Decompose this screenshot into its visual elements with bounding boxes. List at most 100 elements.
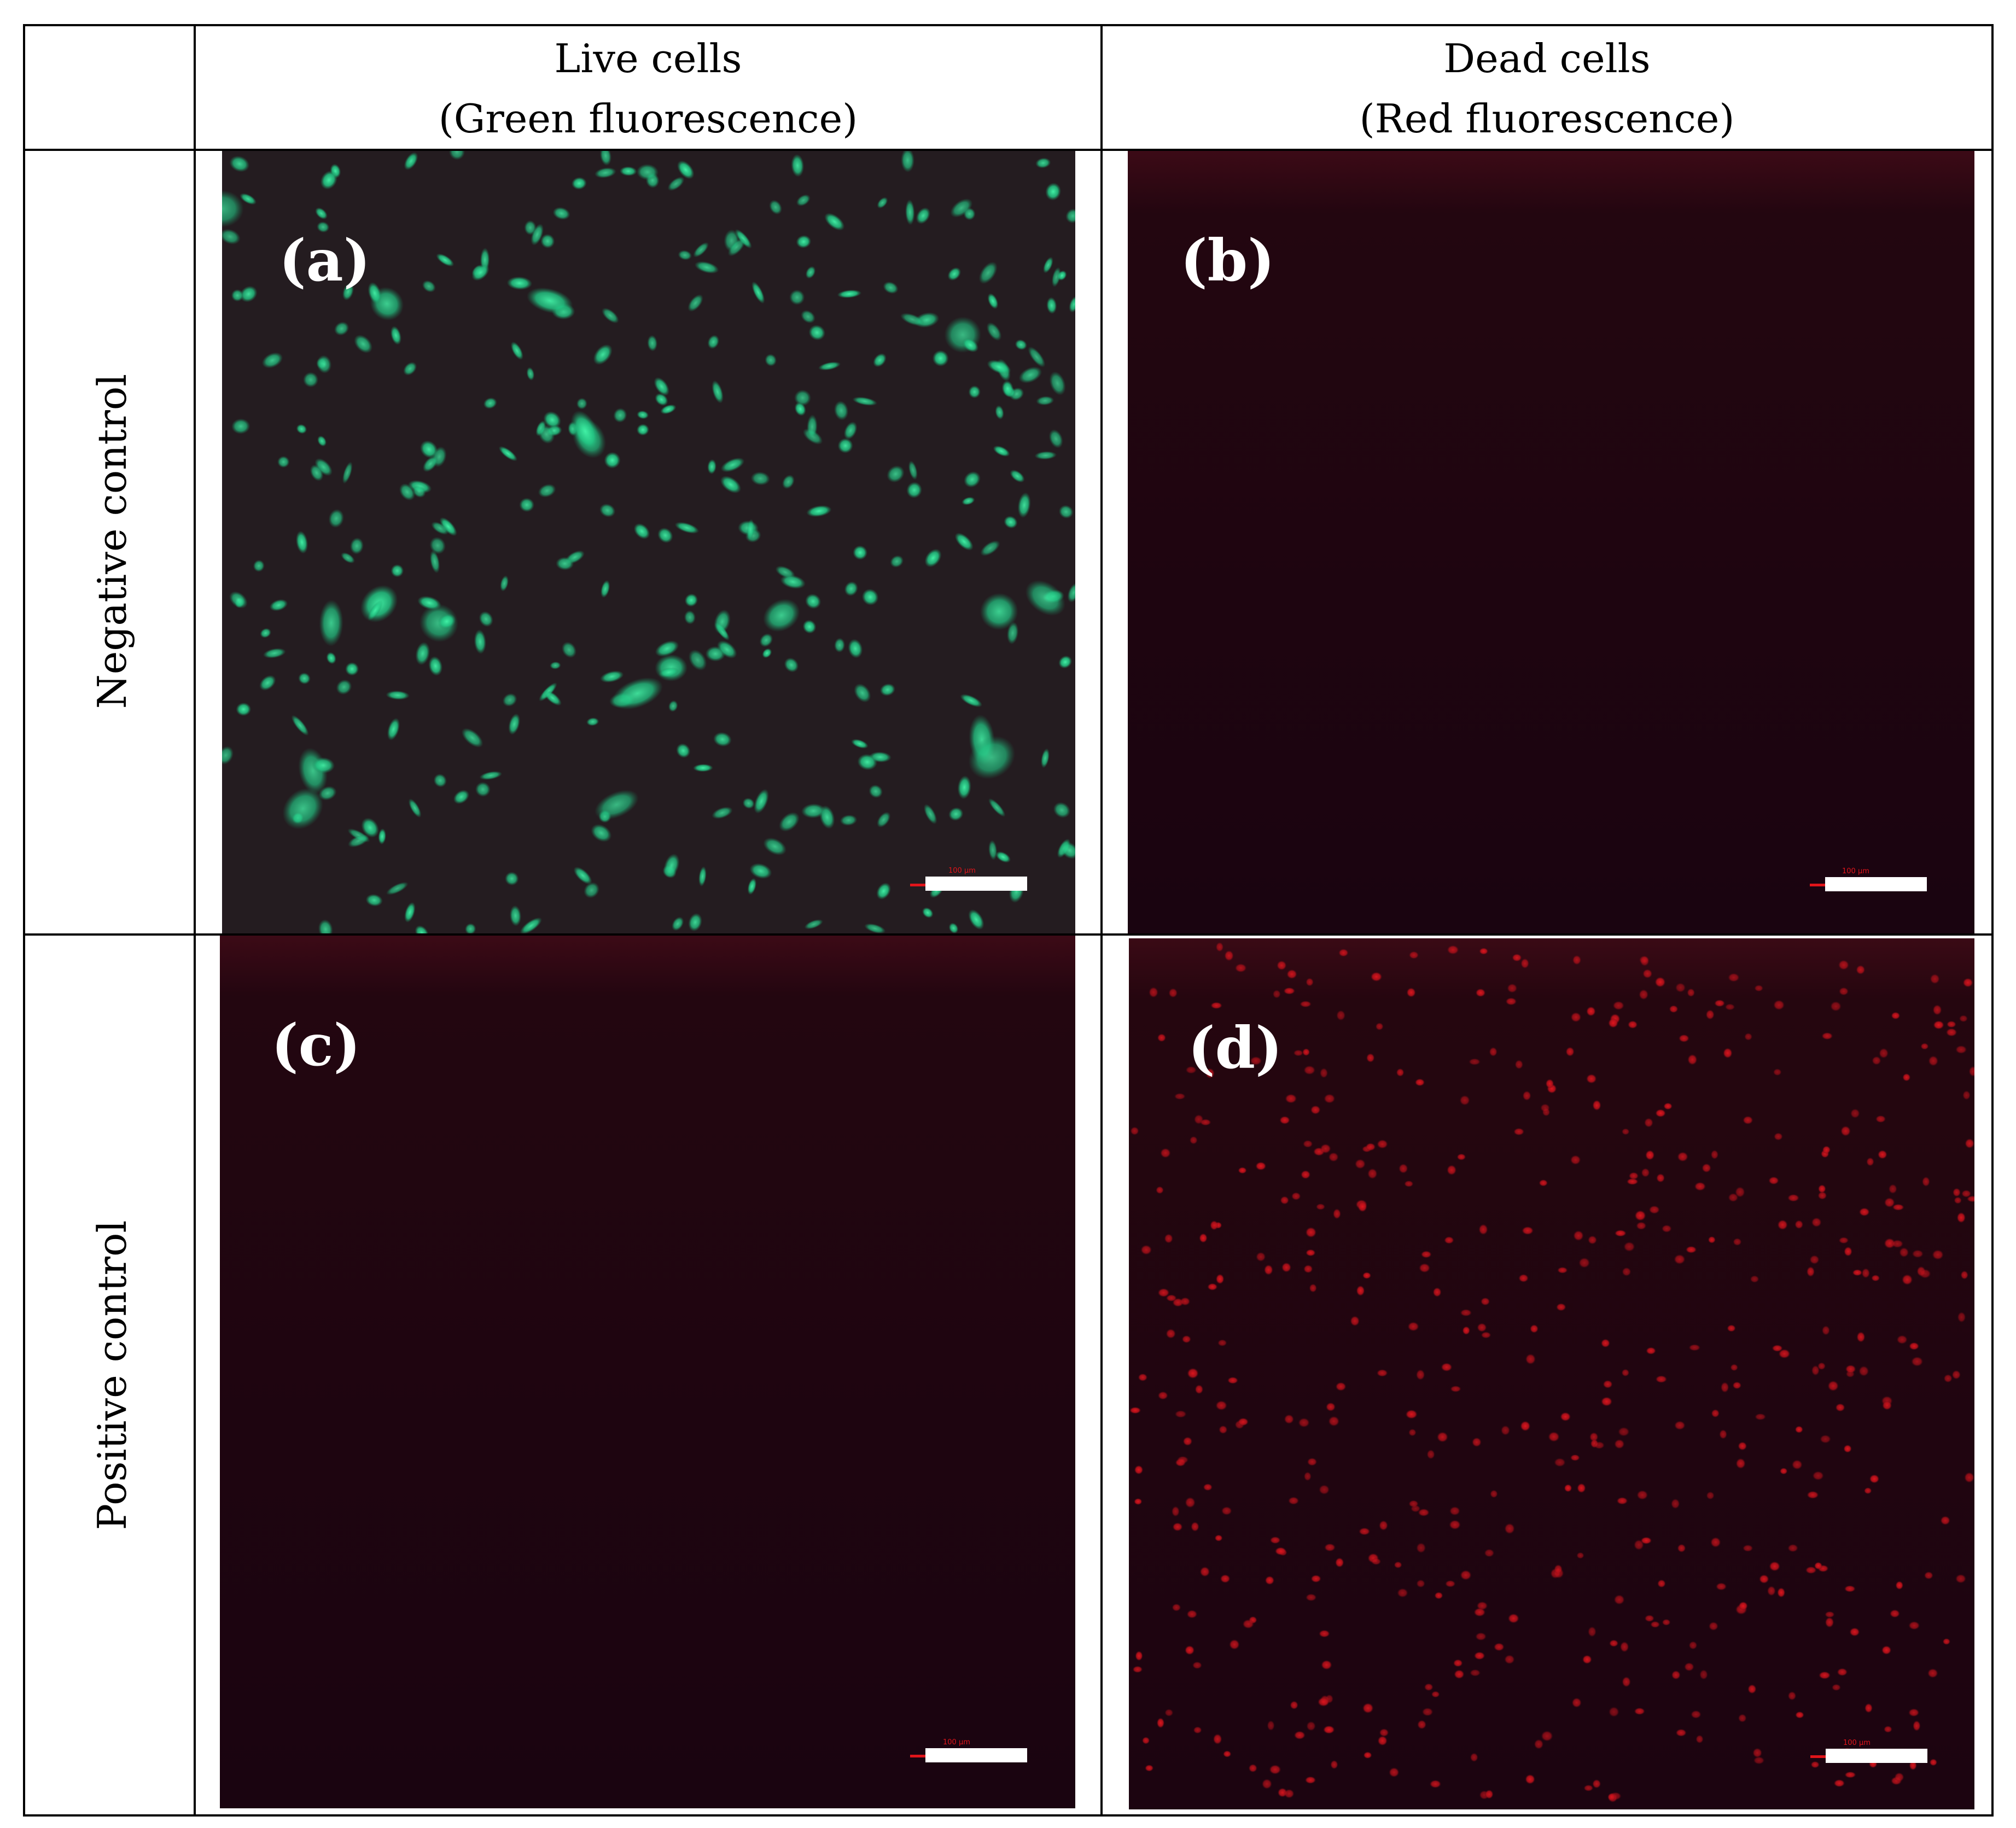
live-cell — [890, 555, 904, 568]
live-cell — [796, 235, 812, 249]
column-header-dead-line2: (Red fluorescence) — [1359, 96, 1735, 142]
live-cell — [806, 505, 832, 517]
dead-cell — [1626, 1178, 1639, 1185]
dead-cell — [1284, 1789, 1295, 1798]
dead-cell — [1769, 1561, 1780, 1572]
live-cell — [663, 854, 680, 878]
live-cell — [531, 223, 544, 246]
dead-cell — [1134, 1465, 1144, 1475]
live-cell — [404, 152, 418, 170]
dead-cell — [1336, 1010, 1345, 1021]
dead-cell — [1750, 1275, 1759, 1283]
live-cell — [854, 683, 871, 703]
dead-cell — [1891, 1012, 1901, 1020]
live-cell — [1010, 469, 1025, 483]
dead-cell — [1554, 1458, 1566, 1467]
dead-cell — [1203, 1484, 1213, 1491]
dead-cell — [1662, 1619, 1671, 1626]
live-cell — [1035, 157, 1051, 168]
dead-cell — [1248, 1763, 1257, 1773]
dead-cell — [1460, 1309, 1472, 1317]
dead-cell — [1817, 1191, 1827, 1200]
dead-cell — [1807, 1491, 1819, 1499]
dead-cell — [1619, 1641, 1629, 1652]
dead-cell — [1716, 1582, 1727, 1591]
dead-cell — [1879, 1048, 1889, 1059]
dead-cell — [1215, 1400, 1227, 1411]
live-cell — [657, 527, 673, 544]
dead-cell — [1323, 1725, 1335, 1734]
dead-cell — [1434, 1592, 1443, 1599]
live-cell — [763, 599, 800, 632]
live-cell — [986, 322, 1002, 341]
live-cell — [584, 882, 600, 898]
dead-cell — [1709, 1621, 1718, 1631]
live-cell — [712, 807, 733, 819]
dead-cell — [1145, 1765, 1154, 1772]
dead-cell — [1394, 1561, 1402, 1569]
dead-cell — [1210, 1220, 1219, 1230]
live-cell — [1069, 296, 1075, 313]
dead-cell — [1174, 1410, 1187, 1418]
dead-cell — [1677, 1152, 1688, 1162]
panel-d-image — [1129, 938, 1974, 1809]
dead-cell — [1481, 1331, 1491, 1339]
live-cell — [506, 276, 533, 290]
dead-cell — [1219, 1425, 1228, 1434]
live-cell — [1017, 492, 1031, 518]
dead-cell — [1733, 1238, 1742, 1246]
live-cell — [1049, 371, 1066, 396]
dead-cell — [1833, 1779, 1845, 1788]
dead-cell — [1675, 1728, 1687, 1737]
live-cell — [453, 790, 470, 804]
panel-a-scale-bar — [925, 877, 1027, 891]
dead-cell — [1628, 1020, 1638, 1029]
dead-cell — [1450, 1386, 1461, 1392]
dead-cell — [1505, 997, 1517, 1006]
dead-cell — [1205, 1068, 1215, 1079]
dead-cell — [1663, 1102, 1673, 1110]
live-cell — [612, 677, 663, 710]
dead-cell — [1285, 1094, 1297, 1103]
live-cell — [526, 287, 573, 314]
dead-cell — [1777, 1587, 1786, 1598]
live-cell — [519, 498, 535, 512]
live-cell — [543, 690, 562, 706]
dead-cell — [1794, 1220, 1804, 1229]
dead-cell — [1481, 1297, 1490, 1306]
dead-cell — [1396, 1068, 1405, 1077]
dead-cell — [1687, 1054, 1698, 1065]
dead-cell — [1810, 1761, 1820, 1768]
dead-cell — [1845, 1364, 1856, 1374]
live-cell — [464, 923, 476, 933]
live-cell — [342, 283, 354, 301]
dead-cell — [1674, 1421, 1686, 1430]
dead-cell — [1199, 1566, 1210, 1577]
live-cell — [962, 337, 979, 353]
dead-cell — [1957, 1311, 1966, 1323]
dead-cell — [1421, 1707, 1434, 1716]
live-cell — [654, 377, 669, 396]
dead-cell — [1735, 1458, 1746, 1469]
dead-cell — [1844, 1246, 1852, 1257]
dead-cell — [1642, 969, 1653, 979]
live-cell — [336, 679, 352, 695]
dead-cell — [1447, 945, 1459, 955]
dead-cell — [1420, 1251, 1432, 1258]
table-border-header-bottom — [23, 149, 1994, 151]
live-cell — [520, 917, 542, 933]
dead-cell — [1508, 1613, 1519, 1623]
dead-cell — [1930, 973, 1940, 984]
dead-cell — [1494, 1643, 1505, 1651]
live-cell — [806, 414, 818, 439]
dead-cell — [1811, 1365, 1820, 1376]
panel-b-dead-negative: (b) 100 µm — [1128, 151, 1974, 933]
dead-cell — [1822, 1146, 1831, 1154]
dead-cell — [1176, 1456, 1189, 1464]
dead-cell — [1727, 1324, 1736, 1332]
dead-cell — [1657, 1579, 1666, 1588]
dead-cell — [1290, 1701, 1298, 1710]
dead-cell — [1636, 1490, 1648, 1500]
dead-cell — [1306, 1249, 1316, 1257]
live-cell — [869, 784, 883, 798]
